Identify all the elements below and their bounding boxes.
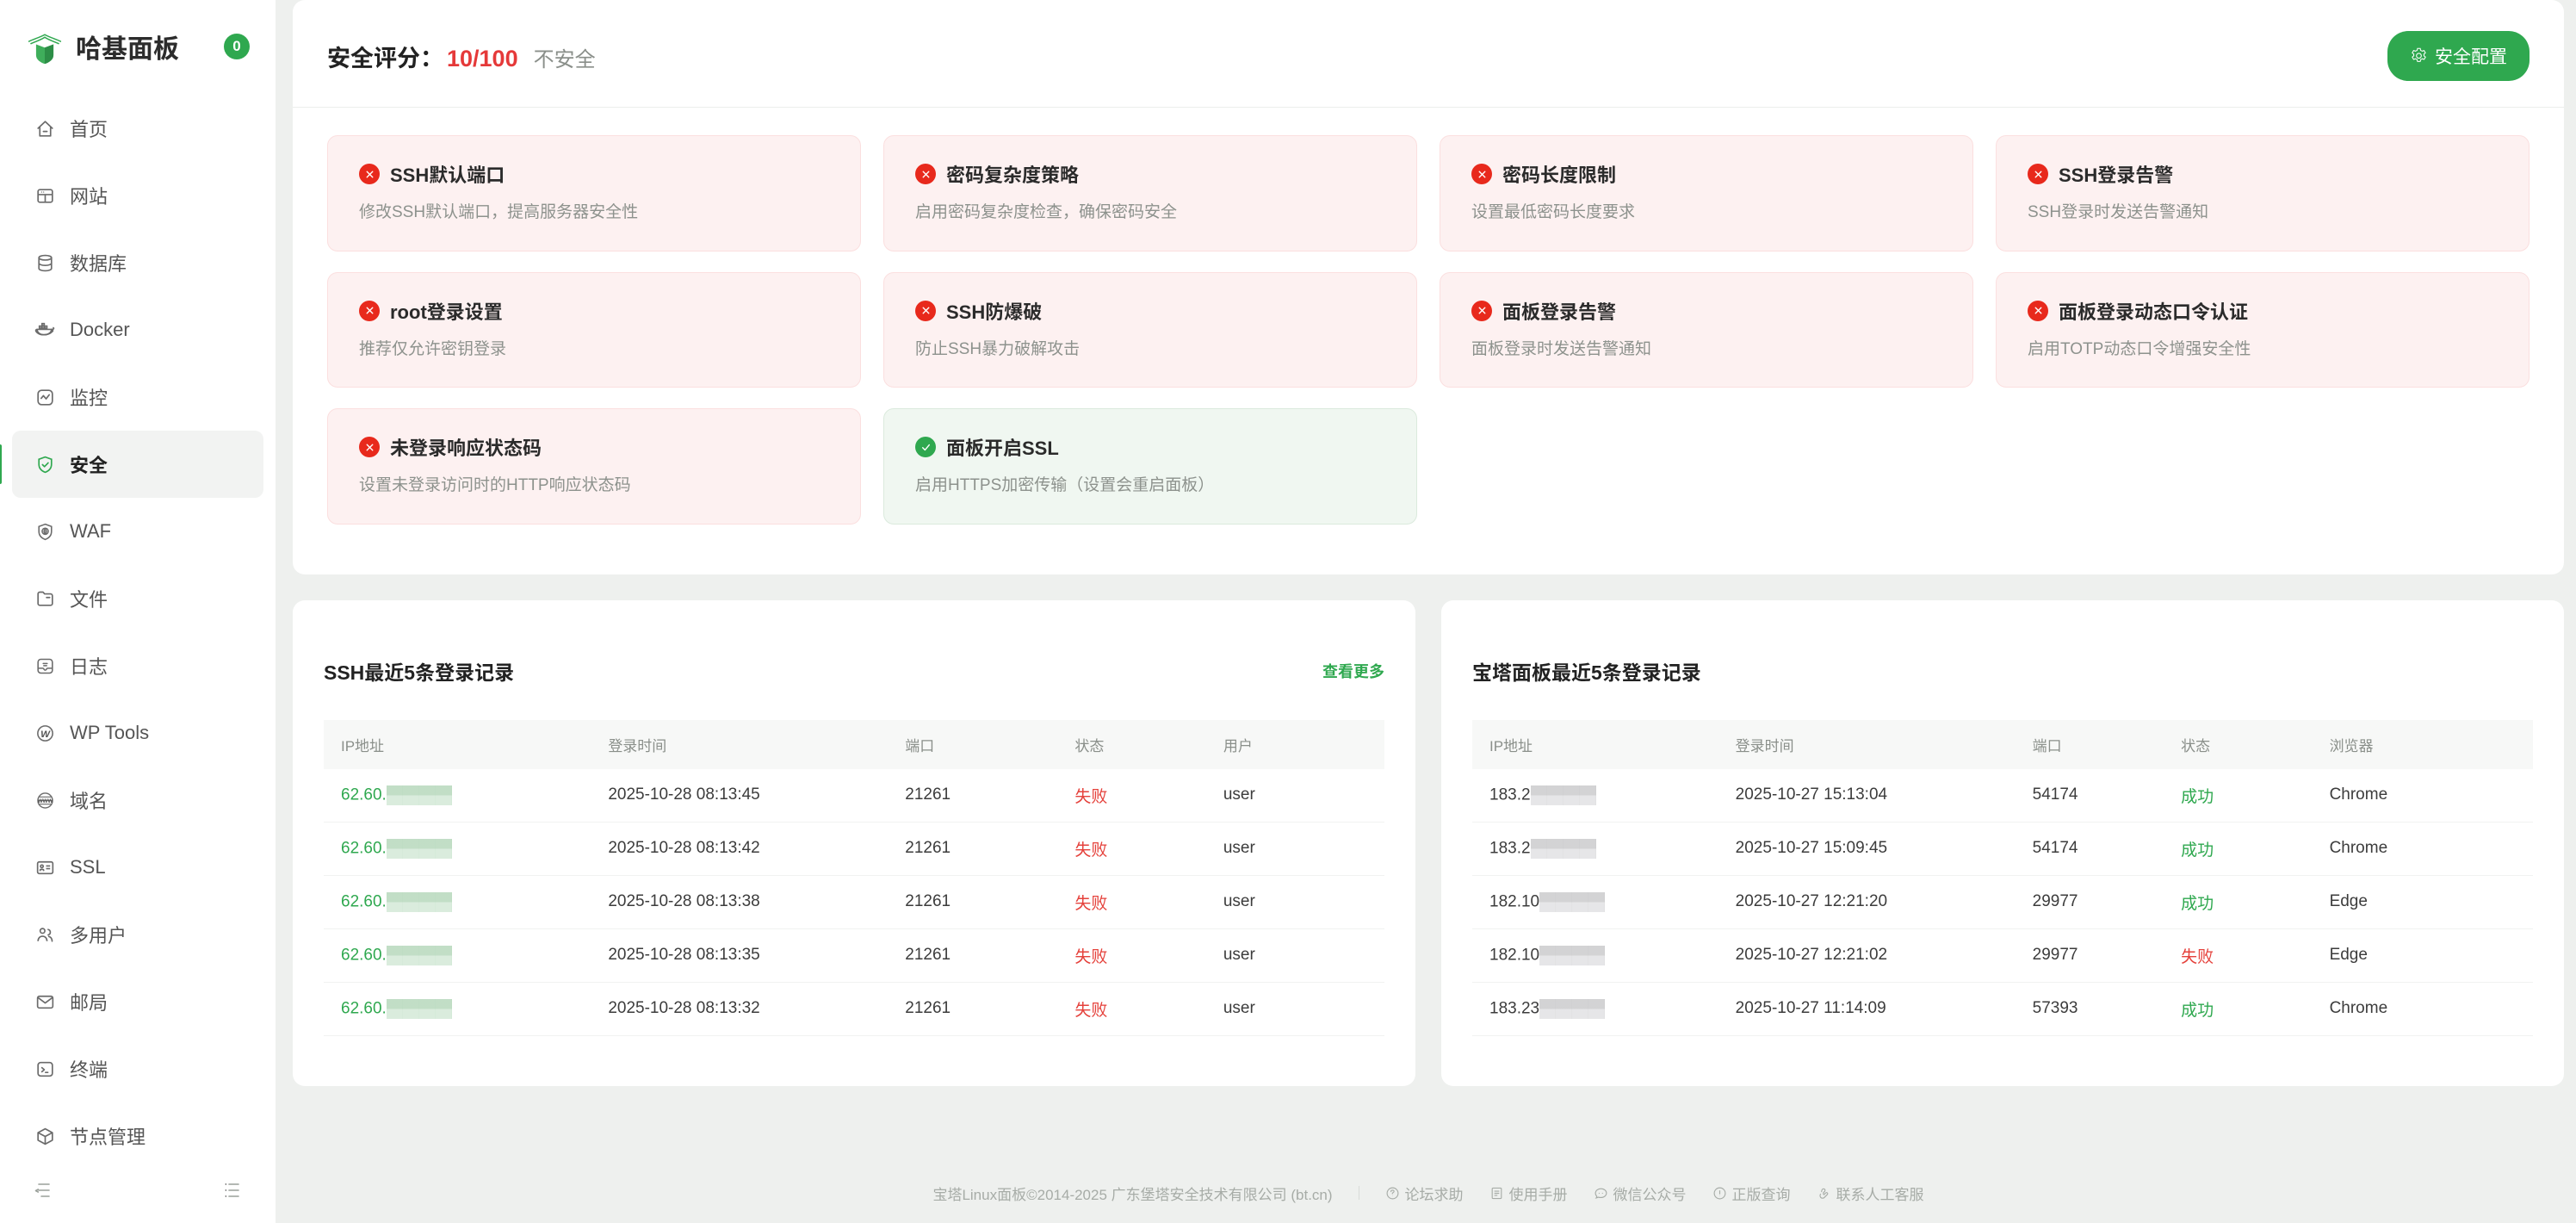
- svg-text:WWW: WWW: [38, 798, 53, 804]
- svg-text:W: W: [40, 729, 51, 739]
